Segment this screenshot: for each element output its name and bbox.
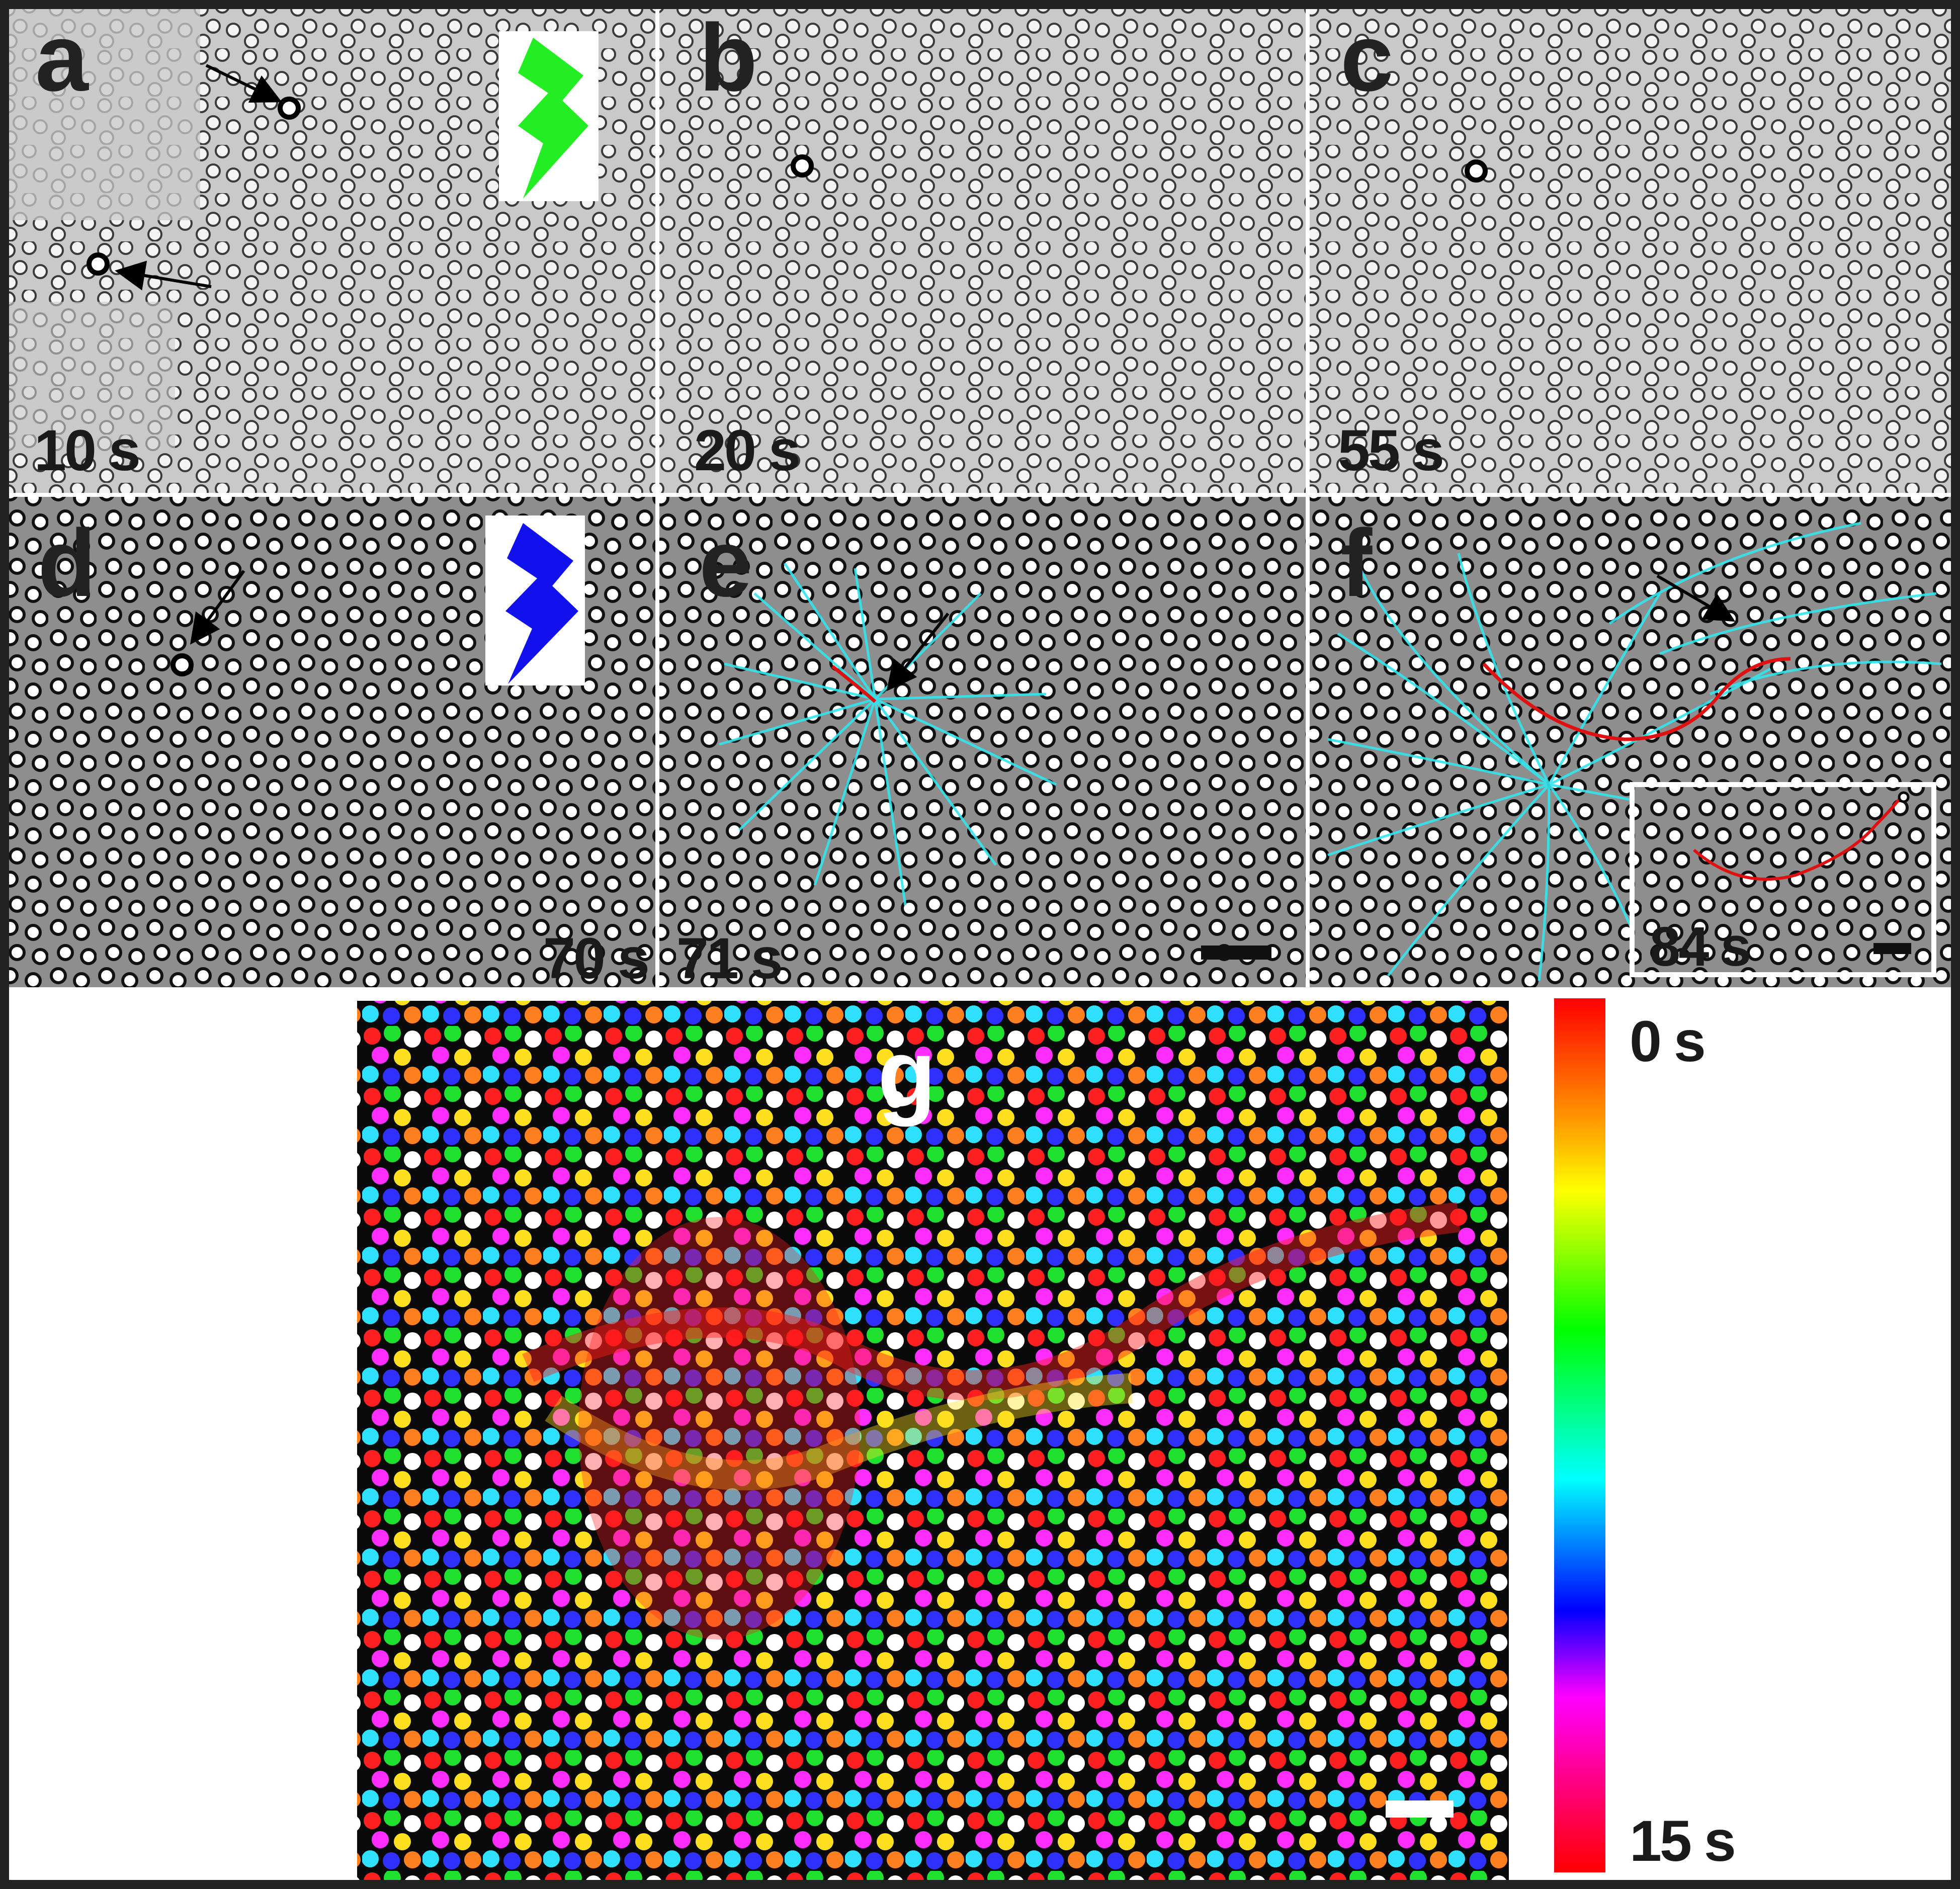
trajectory-path bbox=[1482, 657, 1791, 741]
time-label-f: 84 s bbox=[1650, 916, 1749, 978]
time-label-e: 71 s bbox=[676, 926, 781, 991]
time-label-a: 10 s bbox=[34, 418, 139, 483]
trajectory-path bbox=[831, 665, 877, 703]
colorbar-top-label: 0 s bbox=[1630, 1009, 1704, 1074]
scale-bar bbox=[1873, 943, 1911, 954]
colorbar-bottom-label: 15 s bbox=[1630, 1809, 1734, 1873]
panel-label-a: a bbox=[35, 5, 89, 111]
scale-bar bbox=[1386, 1800, 1454, 1818]
colorbar bbox=[1554, 998, 1605, 1872]
panel-g bbox=[357, 1001, 1509, 1880]
time-label-c: 55 s bbox=[1338, 418, 1442, 483]
panel-label-c: c bbox=[1340, 5, 1394, 111]
panel-d bbox=[9, 497, 655, 987]
time-label-d: 70 s bbox=[543, 926, 648, 991]
lightning-bolt-icon bbox=[518, 38, 588, 199]
panel-a bbox=[9, 9, 655, 493]
panel-e bbox=[659, 497, 1306, 987]
inset bbox=[1630, 782, 1936, 977]
panel-label-b: b bbox=[699, 5, 757, 111]
panel-f bbox=[1310, 497, 1951, 987]
panel-label-e: e bbox=[699, 510, 752, 617]
panel-label-d: d bbox=[38, 510, 96, 617]
arrow-icon bbox=[190, 570, 245, 645]
panel-c bbox=[1310, 9, 1951, 493]
arrow-icon bbox=[115, 261, 212, 291]
scale-bar bbox=[1201, 946, 1271, 960]
arrow-icon bbox=[205, 64, 282, 103]
time-label-b: 20 s bbox=[694, 418, 799, 483]
lightning-bolt-icon bbox=[505, 523, 578, 684]
panel-b bbox=[659, 9, 1306, 493]
panel-label-g: g bbox=[878, 1020, 936, 1127]
panel-dividers bbox=[9, 9, 1951, 991]
arrow-icon bbox=[886, 613, 950, 692]
panel-label-f: f bbox=[1340, 510, 1373, 617]
arrow-icon bbox=[1656, 574, 1736, 622]
